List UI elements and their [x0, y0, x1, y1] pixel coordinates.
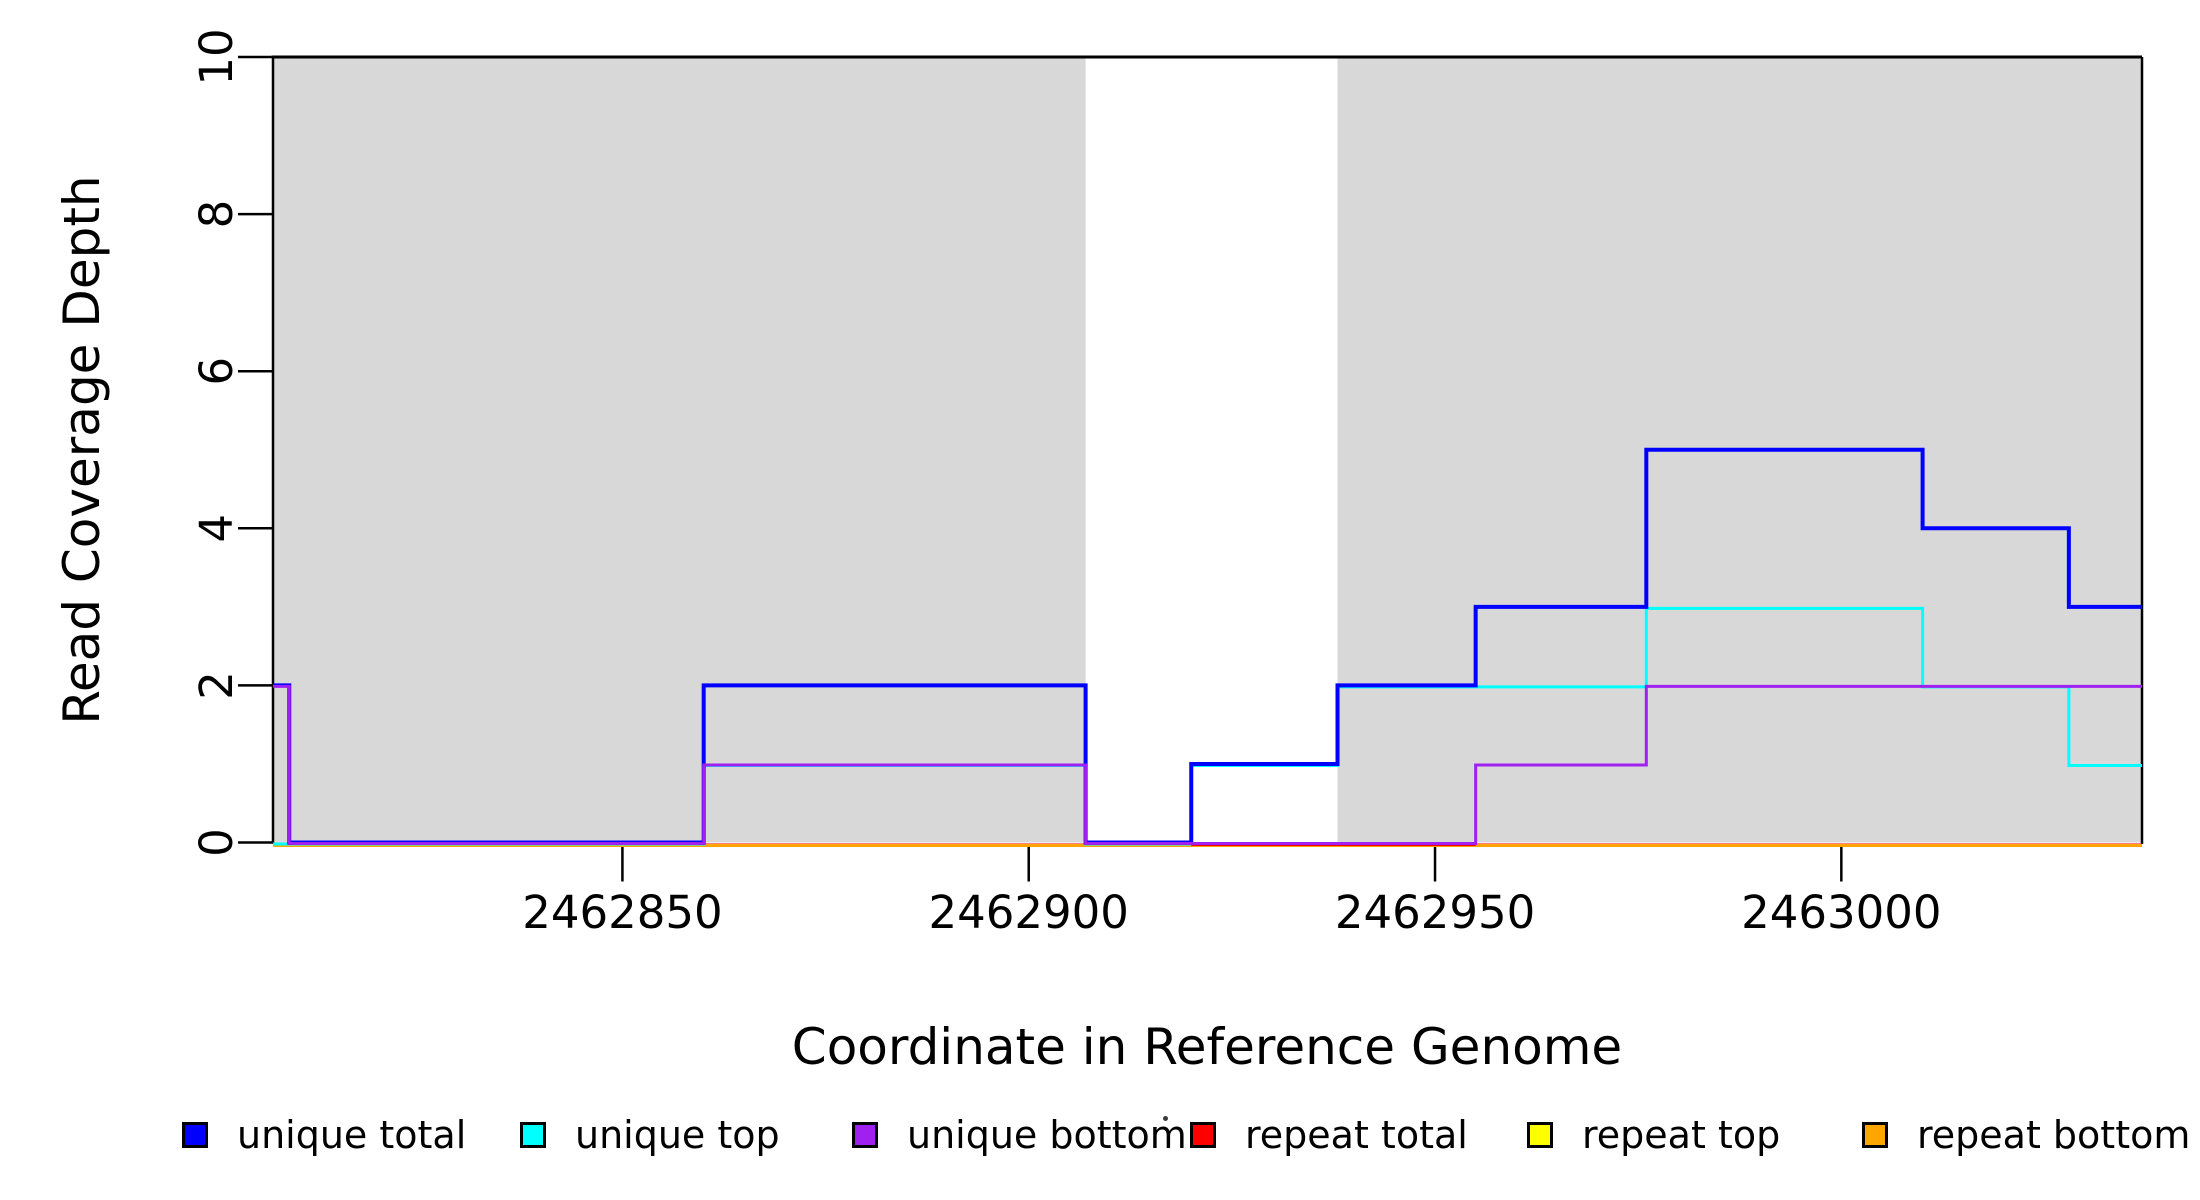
y-tick-label: 8: [190, 200, 243, 229]
y-axis-title: Read Coverage Depth: [53, 175, 111, 725]
x-axis-title: Coordinate in Reference Genome: [791, 1018, 1623, 1076]
x-tick-label: 2462850: [522, 886, 722, 939]
x-tick-label: 2463000: [1741, 886, 1941, 939]
x-tick-label: 2462900: [929, 886, 1129, 939]
x-tick-label: 2462950: [1335, 886, 1535, 939]
y-tick-label: 2: [190, 671, 243, 700]
repeat-region-shade: [273, 57, 1086, 843]
y-tick-label: 6: [190, 357, 243, 386]
y-tick-label: 4: [190, 514, 243, 543]
y-tick-label: 10: [190, 28, 243, 85]
y-tick-label: 0: [190, 828, 243, 857]
series-unique-bottom: [273, 684, 2142, 845]
